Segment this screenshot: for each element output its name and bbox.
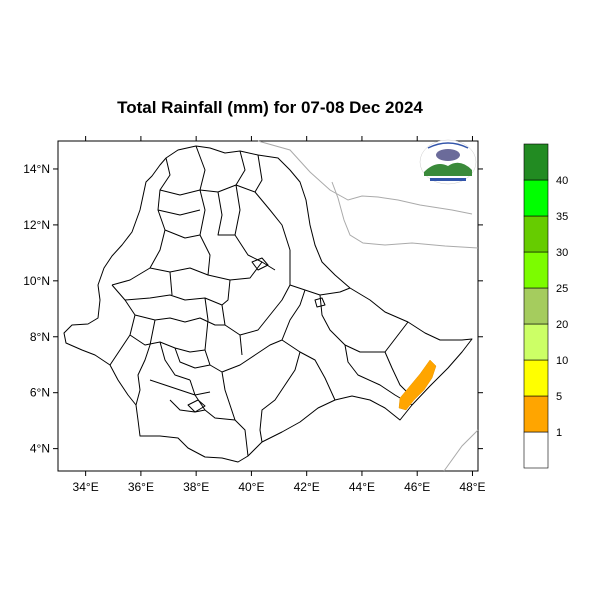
- y-tick-label: 4°N: [30, 442, 50, 456]
- x-tick-label: 42°E: [294, 480, 320, 494]
- rainfall-area-1-5mm: [398, 359, 437, 411]
- legend-swatch: [523, 431, 549, 469]
- legend-label: 1: [556, 427, 562, 439]
- legend-label: 25: [556, 283, 568, 295]
- legend-label: 5: [556, 391, 562, 403]
- neighbour-borders: [257, 140, 479, 472]
- legend-label: 20: [556, 319, 568, 331]
- legend-swatch: [523, 215, 549, 253]
- legend-label: 30: [556, 247, 568, 259]
- x-tick-label: 36°E: [128, 480, 154, 494]
- legend-swatch: [523, 179, 549, 217]
- x-tick-label: 48°E: [459, 480, 485, 494]
- legend: 1 5 10 20 25 30 35 40: [523, 143, 568, 469]
- legend-label: 10: [556, 355, 568, 367]
- legend-swatch: [523, 359, 549, 397]
- axis-ticks: 34°E 36°E 38°E 40°E 42°E 44°E 46°E 48°E 4°N 6°N 8°…: [23, 136, 486, 494]
- map-frame: [57, 140, 479, 472]
- legend-label: 40: [556, 175, 568, 187]
- legend-label: 35: [556, 211, 568, 223]
- y-tick-label: 8°N: [30, 330, 50, 344]
- legend-swatch: [523, 395, 549, 433]
- nma-logo: [419, 139, 477, 185]
- x-tick-label: 38°E: [183, 480, 209, 494]
- y-tick-label: 10°N: [23, 274, 50, 288]
- y-tick-label: 14°N: [23, 162, 50, 176]
- y-tick-label: 12°N: [23, 218, 50, 232]
- x-tick-label: 40°E: [238, 480, 264, 494]
- x-tick-label: 34°E: [73, 480, 99, 494]
- ethiopia-outline: [63, 145, 473, 463]
- ethiopia-boundaries: [63, 145, 473, 463]
- map-title: Total Rainfall (mm) for 07-08 Dec 2024: [117, 98, 423, 117]
- legend-swatch: [523, 143, 549, 181]
- y-tick-label: 6°N: [30, 386, 50, 400]
- x-tick-label: 46°E: [404, 480, 430, 494]
- legend-swatch: [523, 287, 549, 325]
- legend-swatch: [523, 251, 549, 289]
- legend-swatch: [523, 323, 549, 361]
- x-tick-label: 44°E: [349, 480, 375, 494]
